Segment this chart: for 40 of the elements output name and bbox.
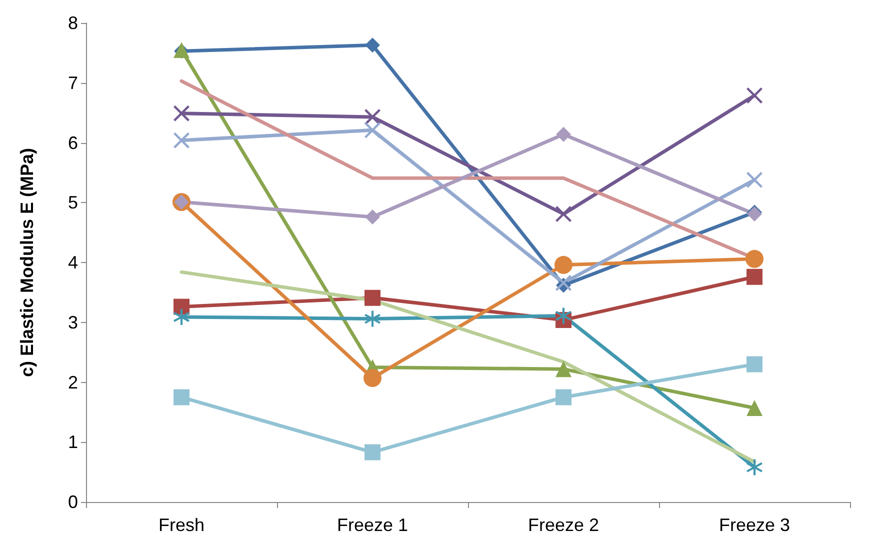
x-tick-label: Fresh bbox=[158, 515, 205, 535]
point bbox=[174, 132, 190, 148]
point bbox=[364, 369, 382, 388]
point bbox=[556, 126, 571, 142]
y-tick-label: 0 bbox=[68, 492, 78, 512]
point bbox=[746, 172, 762, 188]
point bbox=[746, 459, 762, 476]
y-axis-title: c) Elastic Modulus E (MPa) bbox=[17, 148, 37, 378]
point bbox=[746, 268, 762, 285]
point bbox=[174, 105, 190, 122]
point bbox=[364, 109, 380, 126]
point bbox=[746, 400, 762, 416]
point bbox=[365, 38, 380, 53]
point bbox=[556, 361, 572, 378]
point bbox=[556, 389, 572, 406]
point bbox=[174, 389, 190, 406]
x-tick-label: Freeze 3 bbox=[718, 515, 790, 535]
y-tick-label: 5 bbox=[68, 192, 78, 213]
point bbox=[746, 250, 764, 268]
point bbox=[556, 206, 572, 222]
point bbox=[364, 310, 380, 327]
x-tick-label: Freeze 2 bbox=[528, 515, 600, 535]
point bbox=[364, 290, 380, 306]
point bbox=[365, 209, 380, 224]
x-tick-label: Freeze 1 bbox=[336, 515, 408, 535]
y-tick-label: 8 bbox=[68, 13, 78, 33]
point bbox=[364, 444, 380, 460]
y-tick-label: 4 bbox=[68, 252, 78, 272]
point bbox=[556, 274, 572, 291]
point bbox=[746, 356, 762, 372]
point bbox=[746, 87, 762, 104]
y-tick-label: 7 bbox=[68, 72, 78, 93]
point bbox=[554, 256, 572, 274]
point bbox=[364, 122, 380, 138]
y-tick-label: 1 bbox=[68, 432, 78, 452]
point bbox=[174, 308, 190, 325]
y-tick-label: 3 bbox=[68, 312, 78, 332]
y-tick-label: 2 bbox=[68, 372, 78, 392]
point bbox=[556, 308, 572, 324]
y-tick-label: 6 bbox=[68, 132, 78, 153]
